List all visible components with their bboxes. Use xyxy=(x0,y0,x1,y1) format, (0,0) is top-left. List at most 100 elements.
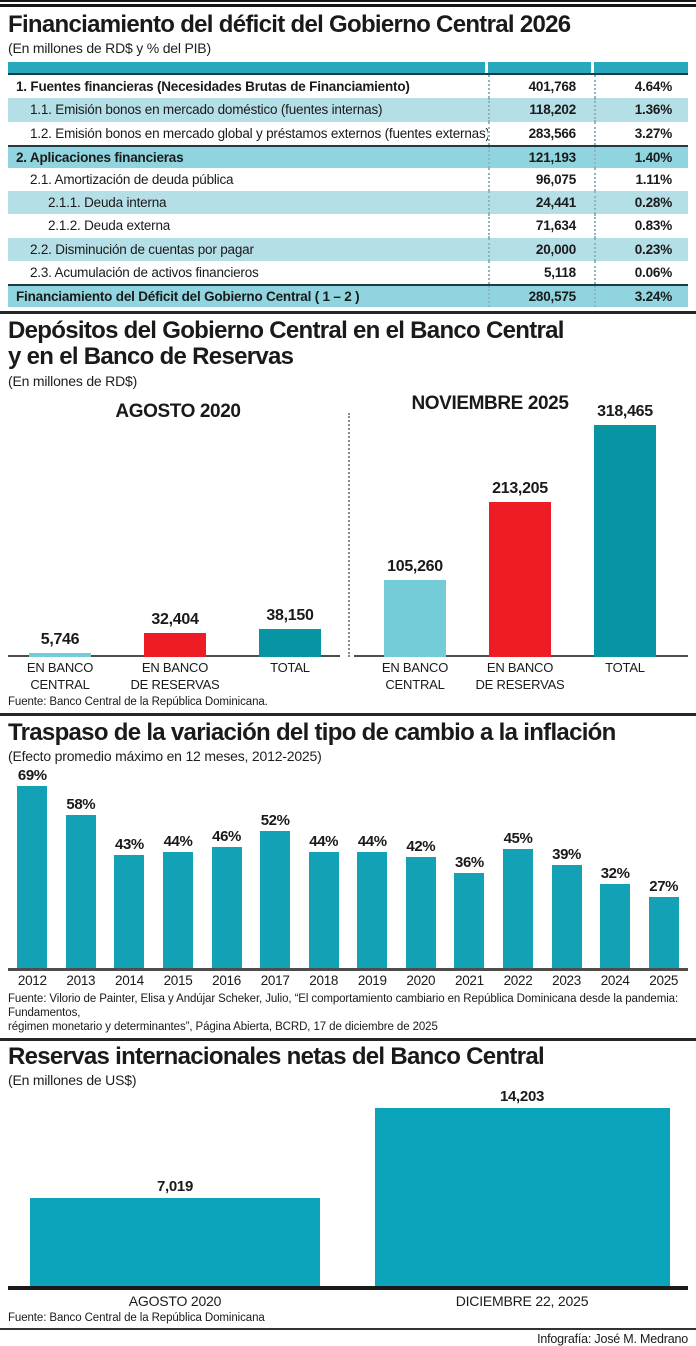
row-label: 1.2. Emisión bonos en mercado global y p… xyxy=(30,125,488,141)
bar xyxy=(17,786,48,969)
bar xyxy=(30,1198,320,1287)
axis-category-label: DICIEMBRE 22, 2025 xyxy=(455,1293,589,1310)
reserves-chart: 7,019 14,203 xyxy=(8,1088,688,1291)
row-value: 121,193 xyxy=(488,146,594,168)
bar-value-label: 52% xyxy=(260,812,290,830)
bar-value-label: 36% xyxy=(455,854,484,872)
table-row: 2.3. Acumulación de activos financieros 5… xyxy=(8,260,688,284)
axis-year-label: 2016 xyxy=(212,973,241,989)
passthrough-subtitle: (Efecto promedio máximo en 12 meses, 201… xyxy=(8,748,322,765)
axis-category-line: EN BANCO xyxy=(26,659,94,675)
bar xyxy=(503,849,533,969)
axis-category-label: EN BANCO DE RESERVAS xyxy=(115,660,235,693)
row-label: 2.1.2. Deuda externa xyxy=(48,218,171,234)
axis-category-label: EN BANCO CENTRAL xyxy=(0,660,120,693)
row-value: 20,000 xyxy=(488,237,594,261)
table-row: 2.2. Disminución de cuentas por pagar 20,… xyxy=(8,237,688,261)
deposits-title-line1: Depósitos del Gobierno Central en el Ban… xyxy=(8,317,564,345)
bar-value-label: 32,404 xyxy=(151,610,199,628)
row-percent: 0.06% xyxy=(594,260,688,284)
bar-value-label: 5,746 xyxy=(40,630,80,648)
axis-category-line: CENTRAL xyxy=(30,676,90,692)
axis-year-label: 2025 xyxy=(649,973,679,989)
credit-line: Infografía: José M. Medrano xyxy=(0,1328,696,1346)
bar-value-label: 38,150 xyxy=(266,606,314,624)
deposits-title-line2: y en el Banco de Reservas xyxy=(8,342,294,370)
bar xyxy=(29,652,91,657)
row-percent: 0.83% xyxy=(594,214,688,238)
axis-category-label: TOTAL xyxy=(230,660,350,677)
bar-value-label: 105,260 xyxy=(387,557,443,575)
table-subtitle: (En millones de RD$ y % del PIB) xyxy=(8,40,211,57)
bar-value-label: 44% xyxy=(357,833,387,851)
passthrough-chart-years: 2012 2013 2014 2015 2016 2017 2018 2019 2020 2021… xyxy=(8,973,688,991)
row-label: 1. Fuentes financieras (Necesidades Brut… xyxy=(16,79,410,95)
reserves-title: Reservas internacionales netas del Banco… xyxy=(8,1042,545,1070)
axis-year-label: 2013 xyxy=(66,973,96,989)
bar-value-label: 213,205 xyxy=(492,479,548,497)
axis-year-label: 2019 xyxy=(357,973,387,989)
table-row: 1.1. Emisión bonos en mercado doméstico … xyxy=(8,98,688,122)
financing-table: 1. Fuentes financieras (Necesidades Brut… xyxy=(8,62,688,308)
row-percent: 1.36% xyxy=(594,98,688,122)
bar-value-label: 44% xyxy=(309,833,339,851)
row-label: 2.1. Amortización de deuda pública xyxy=(30,172,234,188)
deposits-subtitle: (En millones de RD$) xyxy=(8,372,138,389)
row-value: 71,634 xyxy=(488,214,594,238)
table-row: 2.1. Amortización de deuda pública 96,075… xyxy=(8,167,688,192)
row-label: 2.2. Disminución de cuentas por pagar xyxy=(30,241,254,257)
axis-category-line: DE RESERVAS xyxy=(130,676,220,692)
bar xyxy=(308,852,339,969)
table-row: 2. Aplicaciones financieras 121,193 1.40% xyxy=(8,144,688,168)
axis-year-label: 2014 xyxy=(115,973,144,989)
bar xyxy=(375,1108,670,1287)
bar xyxy=(260,831,291,969)
bar xyxy=(454,873,485,969)
row-percent: 4.64% xyxy=(594,75,688,99)
bar xyxy=(551,865,582,969)
bar-value-label: 46% xyxy=(212,828,241,846)
header-strip-segment xyxy=(488,62,591,74)
axis-year-label: 2020 xyxy=(406,973,436,989)
bar xyxy=(648,897,679,969)
axis-category-label: AGOSTO 2020 xyxy=(128,1293,222,1310)
axis-category-label: EN BANCO CENTRAL xyxy=(355,660,475,693)
bar-value-label: 45% xyxy=(503,830,533,848)
axis-year-label: 2023 xyxy=(552,973,581,989)
bar-value-label: 32% xyxy=(600,865,630,883)
axis-category-line: CENTRAL xyxy=(385,676,445,692)
axis-year-label: 2022 xyxy=(503,973,533,989)
axis-category-line: EN BANCO xyxy=(141,659,209,675)
row-percent: 3.27% xyxy=(594,121,688,145)
row-percent: 1.11% xyxy=(594,167,688,192)
bar xyxy=(144,632,206,657)
axis-category-line: EN BANCO xyxy=(486,659,554,675)
row-value: 5,118 xyxy=(488,260,594,284)
row-percent: 0.23% xyxy=(594,237,688,261)
reserves-subtitle: (En millones de US$) xyxy=(8,1072,137,1089)
top-rule-thick xyxy=(0,4,696,7)
bar xyxy=(259,628,321,657)
header-strip-segment xyxy=(8,62,485,74)
bar xyxy=(600,884,631,969)
axis-year-label: 2018 xyxy=(309,973,339,989)
passthrough-title: Traspaso de la variación del tipo de cam… xyxy=(8,719,616,747)
row-value: 283,566 xyxy=(488,121,594,145)
section-divider xyxy=(0,311,696,315)
panel-divider-dotted xyxy=(348,412,350,657)
table-row: Financiamiento del Déficit del Gobierno … xyxy=(8,283,688,308)
bar xyxy=(489,501,551,657)
bar-value-label: 44% xyxy=(163,833,193,851)
row-percent: 3.24% xyxy=(594,285,688,308)
panel-title-agosto-2020: AGOSTO 2020 xyxy=(115,400,241,422)
table-row: 1. Fuentes financieras (Necesidades Brut… xyxy=(8,75,688,99)
row-value: 280,575 xyxy=(488,285,594,308)
reserves-chart-categories: AGOSTO 2020 DICIEMBRE 22, 2025 xyxy=(8,1293,688,1310)
reserves-source: Fuente: Banco Central de la República Do… xyxy=(8,1312,265,1325)
axis-category-line: TOTAL xyxy=(605,659,645,675)
axis-category-line: TOTAL xyxy=(270,659,310,675)
passthrough-chart: 69% 58% 43% 44% 46% 52% 44% 44% 42% 36% 45% 39% 32% 2… xyxy=(8,766,688,972)
bar-value-label: 58% xyxy=(66,796,96,814)
row-label: 2. Aplicaciones financieras xyxy=(16,149,184,165)
